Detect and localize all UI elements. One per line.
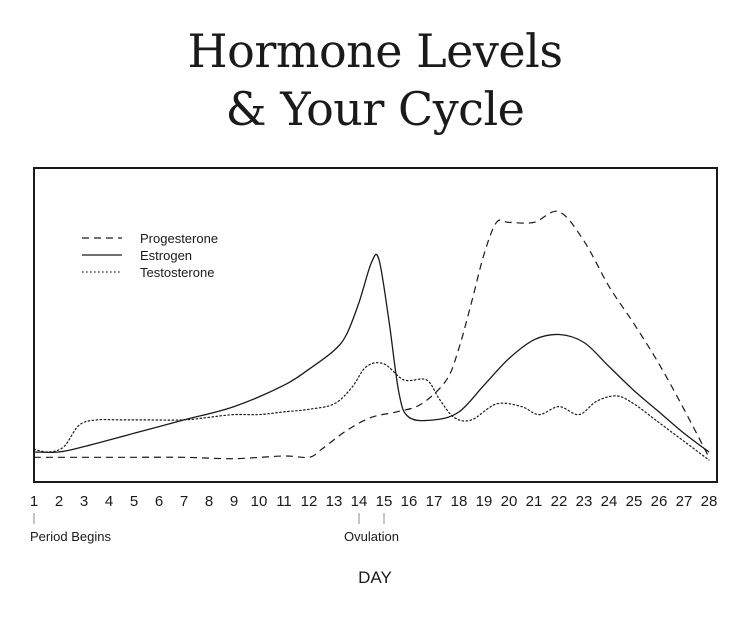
x-tick-label: 20 [501, 493, 518, 510]
ovulation-label: Ovulation [344, 529, 399, 544]
x-tick-label: 4 [105, 493, 113, 510]
annotations: Period Begins Ovulation [30, 513, 399, 544]
x-tick-label: 23 [576, 493, 593, 510]
series-layer [33, 210, 710, 461]
x-tick-label: 10 [251, 493, 268, 510]
legend-label-testosterone: Testosterone [140, 265, 214, 280]
x-tick-label: 16 [401, 493, 418, 510]
estrogen-line [33, 253, 710, 454]
x-tick-label: 17 [426, 493, 443, 510]
progesterone-line [34, 210, 710, 460]
chart-title-line-2: & Your Cycle [225, 82, 525, 136]
x-tick-label: 26 [651, 493, 668, 510]
chart-title-line-1: Hormone Levels [187, 24, 563, 78]
x-axis-ticks: 1 2 3 4 5 6 7 8 9 10 11 12 13 14 15 16 17 18 19 20 21 22 23 24 2… [30, 493, 718, 510]
plot-frame [33, 167, 718, 483]
x-tick-label: 14 [351, 493, 368, 510]
x-tick-label: 8 [205, 493, 213, 510]
x-tick-label: 21 [526, 493, 543, 510]
x-tick-label: 12 [301, 493, 318, 510]
x-tick-label: 11 [276, 493, 292, 510]
x-tick-label: 28 [701, 493, 718, 510]
x-tick-label: 27 [676, 493, 693, 510]
testosterone-line [33, 362, 710, 461]
x-tick-label: 22 [551, 493, 568, 510]
legend: Progesterone Estrogen Testosterone [82, 231, 218, 280]
legend-label-estrogen: Estrogen [140, 248, 192, 263]
x-tick-label: 6 [155, 493, 163, 510]
x-tick-label: 1 [30, 493, 38, 510]
x-tick-label: 25 [626, 493, 643, 510]
chart-title: Hormone Levels & Your Cycle [0, 22, 750, 138]
x-tick-label: 15 [376, 493, 393, 510]
x-tick-label: 13 [326, 493, 343, 510]
x-tick-label: 19 [476, 493, 493, 510]
x-tick-label: 9 [230, 493, 238, 510]
period-begins-label: Period Begins [30, 529, 111, 544]
x-axis-label: DAY [358, 568, 392, 587]
legend-label-progesterone: Progesterone [140, 231, 218, 246]
x-tick-label: 5 [130, 493, 138, 510]
x-tick-label: 18 [451, 493, 468, 510]
x-tick-label: 7 [180, 493, 188, 510]
x-tick-label: 24 [601, 493, 618, 510]
x-tick-label: 2 [55, 493, 63, 510]
x-tick-label: 3 [80, 493, 88, 510]
